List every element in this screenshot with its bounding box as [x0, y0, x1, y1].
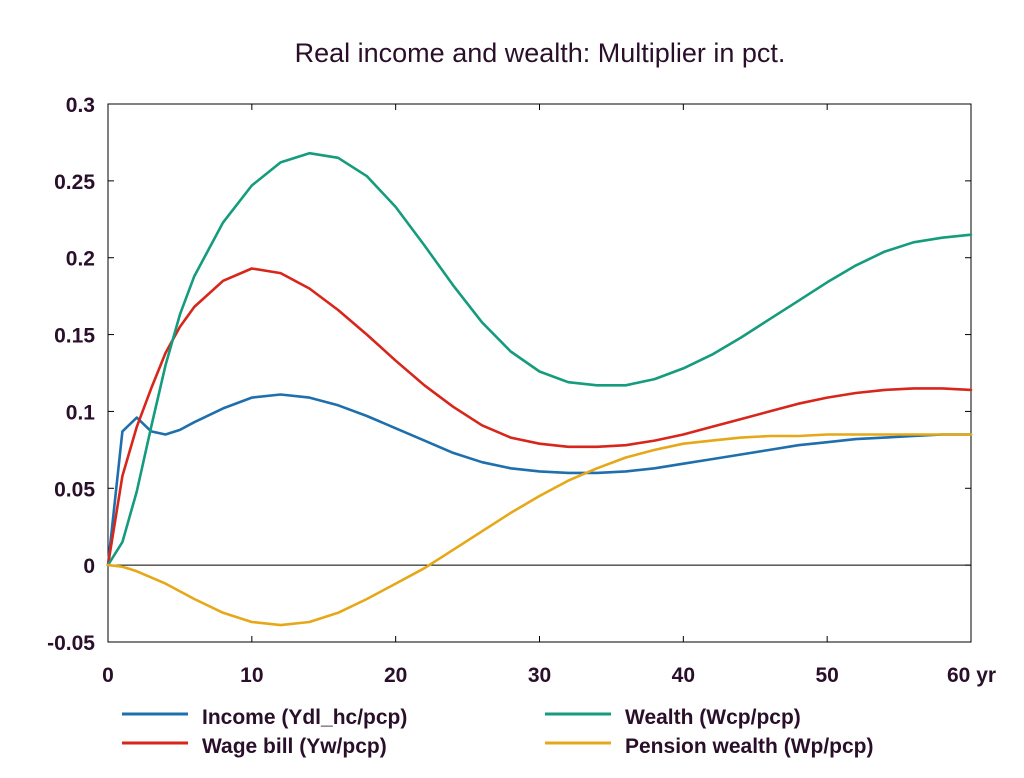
x-tick-label: 10 — [240, 664, 263, 687]
plot-frame — [107, 103, 972, 643]
series-line-wage — [106, 267, 973, 567]
series-line-income — [106, 393, 973, 567]
legend-label: Wage bill (Yw/pcp) — [202, 735, 387, 758]
x-tick-label: 40 — [672, 664, 695, 687]
legend: Income (Ydl_hc/pcp) Wage bill (Yw/pcp) Wea… — [122, 706, 874, 758]
y-tick-label: 0 — [83, 555, 95, 578]
series-line-pension — [106, 433, 973, 627]
y-tick-label: 0.25 — [54, 171, 95, 194]
legend-label: Income (Ydl_hc/pcp) — [202, 706, 407, 729]
x-tick-label: 60 yr — [947, 664, 996, 687]
series-line-wealth — [106, 151, 973, 567]
y-tick-label: 0.1 — [66, 401, 96, 424]
series-lines — [106, 151, 973, 627]
chart-title: Real income and wealth: Multiplier in pc… — [295, 38, 786, 68]
legend-label: Wealth (Wcp/pcp) — [625, 706, 801, 729]
x-tick-label: 20 — [384, 664, 407, 687]
x-tick-label: 30 — [528, 664, 551, 687]
y-tick-label: -0.05 — [47, 632, 95, 655]
y-tick-label: 0.05 — [54, 478, 95, 501]
y-tick-label: 0.15 — [54, 325, 95, 348]
x-tick-label: 50 — [815, 664, 838, 687]
y-tick-label: 0.3 — [66, 94, 95, 117]
y-tick-label: 0.2 — [66, 248, 95, 271]
x-tick-label: 0 — [102, 664, 114, 687]
legend-label: Pension wealth (Wp/pcp) — [625, 735, 874, 758]
axes-group: -0.05 0 0.05 0.1 0.15 0.2 0.25 0.3 0 10 20 30 40 50 60… — [47, 94, 996, 687]
